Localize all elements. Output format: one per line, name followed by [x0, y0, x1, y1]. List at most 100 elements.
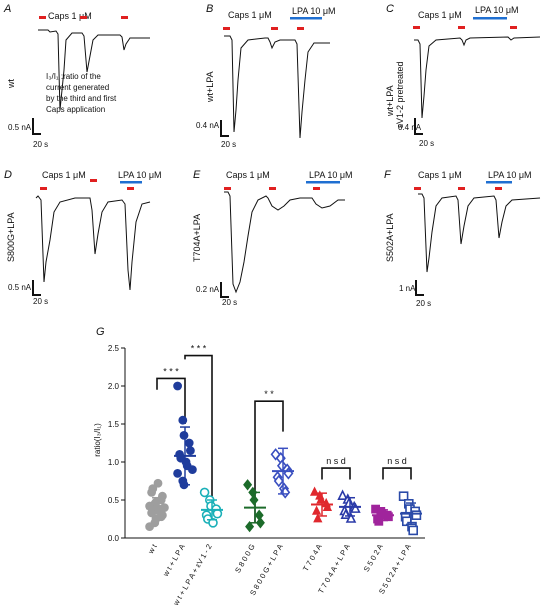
significance-bracket: [321, 467, 351, 480]
panel-letter: F: [384, 169, 392, 181]
caps-label: Caps 1 μM: [42, 170, 86, 180]
panel-letter: G: [96, 326, 105, 338]
scale-x-label: 20 s: [33, 140, 48, 149]
panel-f: F Caps 1 μM LPA 10 μM S502A+LPA 1 nA 20 …: [384, 169, 541, 308]
caps-label: Caps 1 μM: [226, 170, 270, 180]
significance-bracket: [156, 377, 186, 424]
significance-bracket: [184, 354, 213, 497]
data-point: [243, 479, 253, 491]
panel-a: A Caps 1 μM wt I₃/I₁ :ratio of the curre…: [3, 3, 150, 149]
current-trace: [418, 193, 541, 273]
scale-bar: [414, 118, 423, 135]
scale-y-label: 0.5 nA: [8, 283, 32, 292]
ratio-note-line: Caps application: [46, 105, 105, 114]
data-point: [345, 512, 357, 523]
y-tick-label: 2.5: [108, 344, 120, 353]
data-point: [178, 415, 188, 425]
caps-bar: [80, 16, 87, 19]
caps-label: Caps 1 μM: [48, 11, 92, 21]
scale-bar: [220, 282, 229, 298]
significance-brackets: * * * * * * * * n s d n s d: [156, 344, 412, 523]
y-tick-label: 0.5: [108, 496, 120, 505]
data-point: [408, 525, 419, 536]
scale-y-label: 0.2 nA: [196, 285, 220, 294]
data-point: [398, 491, 409, 502]
caps-bar: [121, 16, 128, 19]
panel-letter: A: [3, 3, 11, 15]
scale-bar: [220, 120, 229, 137]
condition-label: T704A+LPA: [192, 214, 202, 262]
data-point: [309, 486, 320, 496]
data-point: [187, 465, 197, 475]
data-point: [245, 520, 255, 533]
caps-bar: [127, 187, 134, 190]
data-point: [184, 438, 194, 448]
panel-b: B Caps 1 μM LPA 10 μM wt+LPA 0.4 nA 20 s: [196, 3, 336, 149]
condition-label: wt+LPA: [205, 71, 215, 103]
scale-y-label: 0.4 nA: [398, 123, 422, 132]
y-tick-label: 0.0: [108, 534, 120, 543]
data-point: [313, 513, 323, 523]
significance-label: * * *: [163, 366, 179, 376]
data-point: [411, 510, 422, 521]
condition-sublabel: εV1-2 pretreated: [395, 61, 405, 128]
scale-x-label: 20 s: [221, 140, 236, 149]
caps-bar: [313, 187, 320, 190]
scale-x-label: 20 s: [416, 299, 431, 308]
scale-x-label: 20 s: [33, 297, 48, 306]
scale-x-label: 20 s: [222, 298, 237, 307]
lpa-bar: [290, 17, 322, 20]
condition-label: S502A+LPA: [385, 213, 395, 262]
caps-bar: [297, 27, 304, 30]
significance-label: * * *: [191, 344, 207, 354]
panel-e: E Caps 1 μM LPA 10 μM T704A+LPA 0.2 nA 2…: [192, 169, 353, 307]
data-point: [374, 516, 384, 526]
lpa-label: LPA 10 μM: [488, 170, 532, 180]
data-point: [316, 494, 326, 504]
x-tick-label: T 7 0 4 A: [301, 543, 324, 573]
data-point: [208, 517, 218, 528]
caps-label: Caps 1 μM: [228, 10, 272, 20]
panel-letter: E: [193, 169, 201, 181]
ratio-note-line: by the third and first: [46, 94, 117, 103]
scale-bar: [415, 280, 424, 296]
lpa-bar: [306, 181, 340, 184]
panel-c: C Caps 1 μM LPA 10 μM wt+LPA εV1-2 pretr…: [385, 3, 541, 148]
data-point: [173, 468, 183, 478]
scale-y-label: 0.5 nA: [8, 123, 32, 132]
caps-bar: [458, 187, 465, 190]
caps-bar: [271, 27, 278, 30]
data-point: [383, 512, 393, 522]
data-point: [185, 446, 195, 456]
caps-bar: [223, 27, 230, 30]
x-tick-label: w t + L P A: [161, 543, 187, 579]
x-tick-label: S 8 0 0 G: [233, 542, 257, 574]
x-tick-label: S 5 0 2 A: [362, 543, 385, 574]
caps-bar: [413, 26, 420, 29]
lpa-bar: [473, 17, 507, 20]
data-point: [199, 487, 210, 498]
condition-label: wt: [6, 79, 16, 89]
lpa-bar: [120, 181, 142, 184]
caps-label: Caps 1 μM: [418, 10, 462, 20]
current-trace: [224, 35, 330, 139]
data-point: [153, 478, 163, 488]
significance-label: n s d: [387, 456, 407, 466]
data-point: [255, 517, 265, 529]
scale-bar: [32, 118, 41, 135]
significance-label: n s d: [326, 456, 346, 466]
significance-label: * *: [264, 389, 274, 399]
lpa-bar: [486, 181, 512, 184]
y-tick-label: 1.0: [108, 458, 120, 467]
data-point: [249, 494, 259, 506]
data-point: [173, 381, 183, 391]
lpa-label: LPA 10 μM: [118, 170, 162, 180]
significance-bracket: [254, 400, 284, 523]
current-trace: [224, 191, 345, 294]
data-point: [157, 491, 167, 501]
mean-sd-bars: [146, 426, 422, 526]
significance-bracket: [382, 467, 412, 480]
data-point: [322, 501, 333, 512]
lpa-label: LPA 10 μM: [309, 170, 353, 180]
y-axis-label: ratio(I₃/I₁): [93, 423, 102, 457]
